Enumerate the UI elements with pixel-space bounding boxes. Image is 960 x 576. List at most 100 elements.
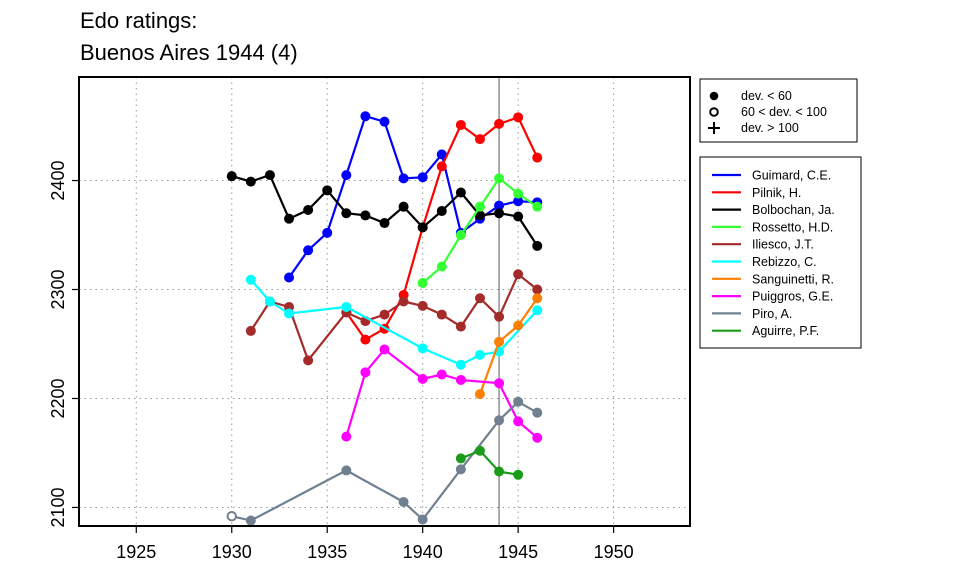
legend-label-5: Iliesco, J.T. xyxy=(752,238,814,252)
data-point xyxy=(494,208,505,219)
data-point xyxy=(417,514,428,525)
data-point xyxy=(303,204,314,215)
data-point xyxy=(417,277,428,288)
data-point xyxy=(532,240,543,251)
data-point xyxy=(322,227,333,238)
open-circle-symbol xyxy=(709,107,719,117)
data-point xyxy=(513,211,524,222)
data-point xyxy=(436,161,447,172)
x-tick-label: 1950 xyxy=(594,542,634,562)
data-point xyxy=(341,170,352,181)
data-point xyxy=(379,309,390,320)
legend-label-9: Piro, A. xyxy=(752,307,792,321)
legend-label-2: Pilnik, H. xyxy=(752,186,801,200)
data-point xyxy=(474,134,485,145)
data-point xyxy=(494,118,505,129)
data-point xyxy=(513,320,524,331)
data-point xyxy=(436,149,447,160)
data-point xyxy=(398,173,409,184)
series-9 xyxy=(226,396,543,526)
data-point xyxy=(532,293,543,304)
series-line-9 xyxy=(231,400,538,522)
data-point xyxy=(226,171,237,182)
data-point xyxy=(417,300,428,311)
legend-label-10: Aguirre, P.F. xyxy=(752,324,819,338)
marker-legend-label: dev. > 100 xyxy=(741,121,799,135)
data-point xyxy=(226,510,237,522)
marker-legend: dev. < 60 60 < dev. < 100 dev. > 100 xyxy=(699,78,858,143)
data-point xyxy=(494,466,505,477)
data-point xyxy=(532,201,543,212)
chart-title-line-2: Buenos Aires 1944 (4) xyxy=(80,40,298,65)
marker-legend-box xyxy=(699,78,858,143)
series-3 xyxy=(226,170,543,251)
data-point xyxy=(245,515,256,526)
y-tick-label: 2400 xyxy=(48,161,68,201)
data-point xyxy=(532,432,543,443)
data-point xyxy=(341,465,352,476)
legend-label-1: Guimard, C.E. xyxy=(752,169,831,183)
data-point xyxy=(436,369,447,380)
data-point xyxy=(360,210,371,221)
data-point xyxy=(494,336,505,347)
data-point xyxy=(379,116,390,127)
data-point xyxy=(513,188,524,199)
plot-frame xyxy=(78,76,691,527)
legend-label-8: Puiggros, G.E. xyxy=(752,290,833,304)
data-point xyxy=(284,272,295,283)
x-tick-label: 1935 xyxy=(307,542,347,562)
data-point xyxy=(245,274,256,285)
data-point xyxy=(245,325,256,336)
data-point xyxy=(303,245,314,256)
legend-label-4: Rossetto, H.D. xyxy=(752,220,833,234)
legend-label-7: Sanguinetti, R. xyxy=(752,272,834,286)
data-point xyxy=(264,296,275,307)
chart-title-line-1: Edo ratings: xyxy=(80,8,197,33)
data-point xyxy=(417,172,428,183)
data-point xyxy=(455,374,466,385)
series-7 xyxy=(474,293,543,400)
data-point xyxy=(532,284,543,295)
series-6 xyxy=(245,274,543,370)
data-point xyxy=(360,367,371,378)
series-1 xyxy=(284,111,543,283)
data-point xyxy=(398,497,409,508)
data-point xyxy=(417,222,428,233)
data-point xyxy=(379,218,390,229)
x-tick-label: 1945 xyxy=(498,542,538,562)
data-point xyxy=(494,200,505,211)
data-point xyxy=(436,206,447,217)
data-point xyxy=(417,373,428,384)
data-point xyxy=(436,261,447,272)
x-tick-label: 1930 xyxy=(212,542,252,562)
filled-circle-symbol xyxy=(709,91,719,101)
data-point xyxy=(513,396,524,407)
data-point xyxy=(379,344,390,355)
data-point xyxy=(322,185,333,196)
data-point xyxy=(303,355,314,366)
data-point xyxy=(532,407,543,418)
series-8 xyxy=(341,344,543,443)
data-point xyxy=(532,152,543,163)
data-point xyxy=(455,119,466,130)
data-point xyxy=(360,334,371,345)
data-point xyxy=(474,210,485,221)
data-point xyxy=(417,343,428,354)
series-line-7 xyxy=(478,297,539,395)
data-point xyxy=(341,301,352,312)
data-point xyxy=(455,359,466,370)
data-point xyxy=(513,269,524,280)
series-10 xyxy=(455,445,524,480)
data-point xyxy=(284,213,295,224)
series-line-10 xyxy=(460,449,519,476)
legend-label-6: Rebizzo, C. xyxy=(752,255,817,269)
data-point xyxy=(455,187,466,198)
series-legend: Guimard, C.E. Pilnik, H. Bolbochan, Ja. Ros… xyxy=(699,156,862,349)
y-tick-label: 2100 xyxy=(48,487,68,527)
data-point xyxy=(284,308,295,319)
data-point xyxy=(341,208,352,219)
data-point xyxy=(474,389,485,400)
data-point xyxy=(513,112,524,123)
data-point xyxy=(455,464,466,475)
